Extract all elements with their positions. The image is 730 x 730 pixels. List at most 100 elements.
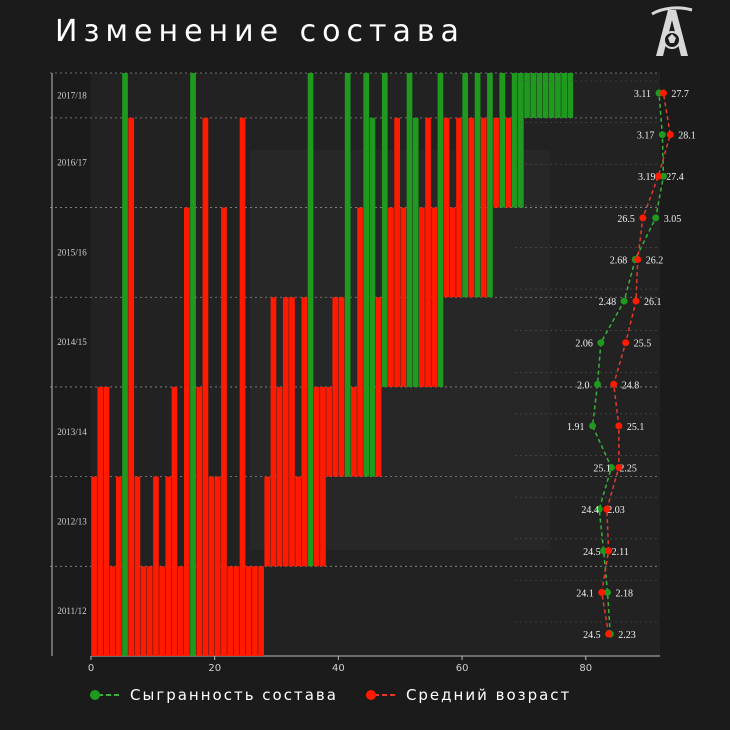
player-bar (320, 386, 326, 567)
x-tick-label: 20 (208, 663, 221, 674)
cohesion-point (595, 505, 603, 513)
player-bar (449, 207, 456, 298)
legend-age: Средний возраст (364, 686, 571, 704)
player-bar (159, 566, 165, 656)
player-bar (431, 207, 438, 387)
season-label: 2014/15 (57, 337, 87, 347)
legend-age-label: Средний возраст (405, 686, 572, 704)
age-point (603, 505, 611, 513)
player-bar (555, 73, 561, 118)
player-bar (357, 207, 363, 477)
age-value-label: 26.2 (646, 255, 664, 266)
player-bar (258, 566, 264, 656)
cohesion-point (658, 131, 666, 139)
player-bar (295, 476, 302, 567)
player-bar (381, 73, 388, 387)
cohesion-point (600, 547, 608, 555)
player-bar (301, 297, 308, 567)
x-tick-label: 40 (332, 663, 345, 674)
player-bar (97, 386, 104, 656)
player-bar (567, 73, 574, 118)
age-value-label: 28.1 (678, 131, 696, 142)
age-point (598, 588, 606, 596)
player-bar (233, 566, 240, 656)
player-bar (419, 207, 425, 387)
player-bar (140, 566, 147, 656)
cohesion-value-label: 3.19 (638, 172, 656, 183)
cohesion-value-label: 2.11 (612, 547, 629, 558)
player-bar (252, 566, 258, 656)
player-bar (517, 73, 524, 208)
cohesion-value-label: 2.68 (610, 255, 628, 266)
player-bar (351, 386, 357, 477)
age-value-label: 27.4 (666, 172, 684, 183)
age-value-label: 24.8 (622, 380, 640, 391)
player-bar (190, 73, 196, 656)
cohesion-value-label: 2.25 (619, 464, 637, 475)
player-bar (109, 566, 116, 656)
player-bar (561, 73, 567, 118)
player-bar (369, 117, 376, 477)
cohesion-value-label: 2.23 (618, 630, 636, 641)
player-bar (474, 73, 481, 298)
cohesion-value-label: 2.03 (607, 505, 625, 516)
season-label: 2017/18 (57, 90, 87, 100)
player-bar (289, 297, 295, 567)
player-bar (487, 73, 493, 298)
player-bar (184, 207, 190, 657)
x-tick-label: 0 (88, 663, 94, 674)
player-bar (276, 386, 283, 567)
player-bar (437, 73, 444, 387)
player-bar (208, 476, 215, 656)
player-bar (443, 117, 450, 298)
player-bar (548, 73, 555, 118)
legend-cohesion: Сыгранность состава (88, 686, 338, 704)
age-line (600, 92, 672, 635)
chart-legend: Сыгранность состава Средний возраст (88, 686, 589, 704)
age-point (639, 214, 647, 222)
age-point (615, 422, 623, 430)
age-value-label: 24.1 (576, 588, 594, 599)
cohesion-point (597, 339, 605, 347)
age-point (654, 172, 662, 180)
player-bar (115, 476, 122, 656)
player-bar (221, 207, 227, 657)
age-point (605, 547, 613, 555)
cohesion-value-label: 2.48 (599, 297, 617, 308)
age-value-label: 27.7 (671, 89, 689, 100)
player-bar (468, 117, 475, 298)
player-bar (505, 117, 512, 208)
player-bar (245, 566, 252, 656)
cohesion-point (604, 588, 612, 596)
player-bar (122, 73, 128, 656)
age-value-label: 25.1 (593, 464, 611, 475)
age-value-label: 24.5 (583, 630, 601, 641)
player-bar (326, 386, 332, 477)
legend-cohesion-label: Сыгранность состава (130, 686, 338, 704)
player-bar (388, 207, 394, 387)
season-label: 2016/17 (57, 158, 87, 168)
age-point (666, 131, 674, 139)
player-bar (177, 566, 184, 656)
age-value-label: 25.1 (627, 422, 645, 433)
player-bar (227, 566, 234, 656)
player-bar (153, 476, 159, 656)
player-bar (493, 117, 499, 208)
background-photo (250, 150, 550, 550)
cohesion-point (659, 172, 667, 180)
club-logo-icon (651, 6, 693, 56)
player-bar (511, 73, 518, 208)
age-value-label: 25.5 (634, 339, 652, 350)
cohesion-value-label: 3.11 (634, 89, 651, 100)
player-bar (165, 476, 172, 656)
player-bar (171, 386, 178, 656)
cohesion-line (591, 92, 665, 635)
cohesion-value-label: 2.06 (575, 339, 593, 350)
cohesion-value-label: 1.91 (567, 422, 585, 433)
age-point (632, 297, 640, 305)
player-bar (524, 73, 530, 118)
squad-chart: 2011/12 2012/13 2013/14 2014/15 2015/16 2016/… (50, 72, 696, 674)
player-bar (363, 73, 370, 477)
player-bar (264, 476, 271, 567)
player-bar (91, 476, 97, 656)
